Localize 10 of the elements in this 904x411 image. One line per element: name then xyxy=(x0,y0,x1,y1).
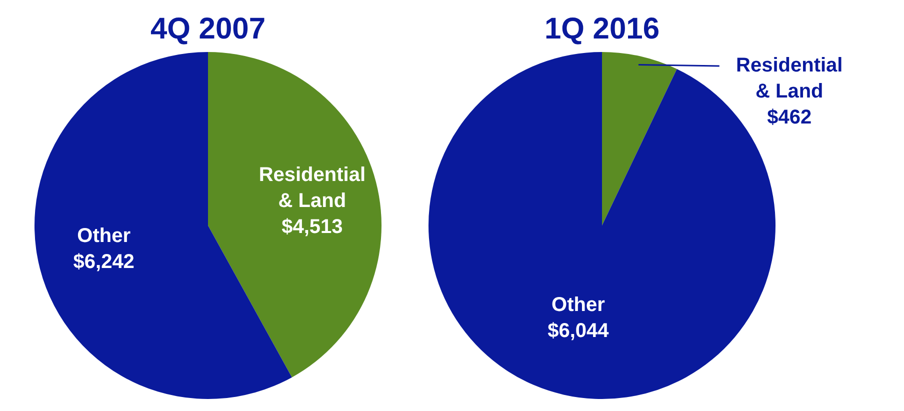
data-label: $6,044 xyxy=(548,320,610,342)
data-label: $6,242 xyxy=(73,250,134,273)
slice-label: Other xyxy=(77,224,131,247)
slice-label: Residential & Land xyxy=(736,54,843,103)
chart-title: 1Q 2016 xyxy=(544,12,660,46)
slice-label: Other xyxy=(552,294,606,316)
data-label: $462 xyxy=(767,106,812,129)
slice-label: Residential & Land xyxy=(258,164,366,212)
data-label: $4,513 xyxy=(282,216,343,238)
chart-title: 4Q 2007 xyxy=(150,12,266,46)
